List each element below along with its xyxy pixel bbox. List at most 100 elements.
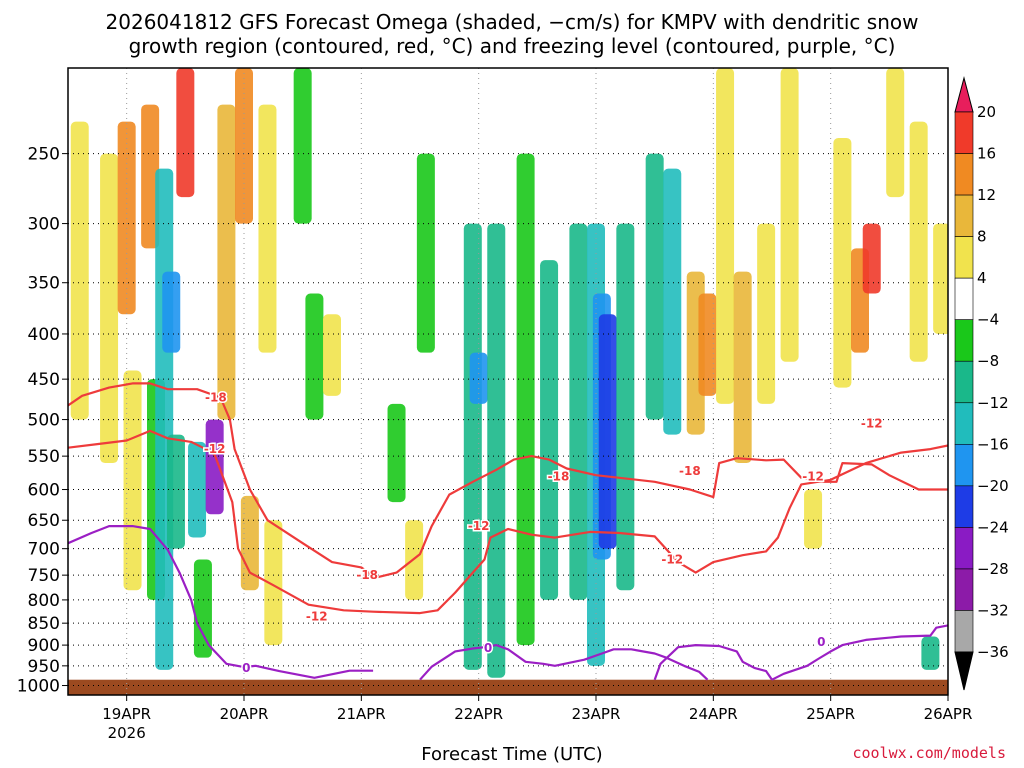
- omega-cell: [921, 636, 940, 670]
- contour-label: -12: [468, 519, 490, 533]
- x-tick-label: 19APR: [102, 705, 151, 723]
- omega-cell: [235, 68, 253, 224]
- y-tick-label: 1000: [17, 677, 60, 697]
- colorbar-segment: [954, 319, 974, 362]
- omega-cell: [293, 68, 312, 224]
- title-line-2: growth region (contoured, red, °C) and f…: [128, 34, 896, 58]
- omega-cell: [100, 153, 119, 464]
- omega-cell: [757, 223, 776, 404]
- omega-cell: [155, 168, 174, 670]
- colorbar-label: −20: [977, 477, 1009, 495]
- y-tick-label: 550: [28, 447, 60, 467]
- contour-label: -12: [204, 442, 226, 456]
- colorbar-label: −32: [977, 601, 1009, 619]
- omega-cell: [569, 223, 588, 600]
- colorbar-segment: [954, 111, 974, 154]
- omega-cell: [188, 441, 207, 538]
- omega-cell: [193, 559, 212, 658]
- x-tick-label: 26APR: [924, 705, 973, 723]
- contour-label: -18: [548, 470, 570, 484]
- y-tick-label: 600: [28, 481, 60, 501]
- omega-cell: [780, 68, 799, 362]
- colorbar-segment: [954, 444, 974, 487]
- omega-cell: [886, 68, 905, 198]
- omega-cell: [162, 271, 181, 353]
- y-tick-label: 400: [28, 325, 60, 345]
- omega-cell: [909, 121, 928, 362]
- contour-label: -12: [802, 470, 824, 484]
- omega-cell: [804, 489, 823, 549]
- y-tick-label: 750: [28, 566, 60, 586]
- contour-lines: -18 -18 -18 -18 -12 -12 -12 -12 -12 -12 0 0 0: [68, 382, 948, 681]
- omega-cell: [258, 104, 277, 353]
- omega-cell: [716, 68, 735, 404]
- contour-label: -12: [306, 609, 328, 623]
- colorbar-label: −4: [977, 311, 999, 329]
- x-tick-label: 22APR: [454, 705, 503, 723]
- omega-cell: [416, 153, 435, 353]
- colorbar-segment: [954, 610, 974, 653]
- colorbar-label: 8: [977, 228, 987, 246]
- title-line-1: 2026041812 GFS Forecast Omega (shaded, −…: [105, 10, 919, 34]
- omega-cell: [205, 419, 224, 515]
- contour-label: -12: [661, 552, 683, 566]
- x-tick-label: 23APR: [572, 705, 621, 723]
- contour-dgz-minus18: [68, 382, 948, 579]
- omega-cell: [616, 223, 635, 591]
- contour-freezing-0a: [68, 525, 374, 679]
- colorbar-label: −8: [977, 352, 999, 370]
- credit-text: coolwx.com/models: [852, 744, 1006, 762]
- plot-frame: [67, 67, 949, 696]
- x-axis-title: Forecast Time (UTC): [421, 744, 603, 765]
- y-tick-label: 700: [28, 540, 60, 560]
- contour-label: 0: [484, 641, 492, 655]
- omega-cell: [117, 121, 136, 315]
- grid-lines: [68, 68, 949, 695]
- omega-cell: [598, 314, 617, 549]
- x-tick-label: 21APR: [337, 705, 386, 723]
- omega-cell: [663, 168, 682, 435]
- contour-label: -18: [356, 568, 378, 582]
- colorbar-label: 20: [977, 103, 996, 121]
- colorbar-label: −24: [977, 518, 1009, 536]
- y-tick-label: 800: [28, 591, 60, 611]
- colorbar-top-arrow: [954, 76, 974, 113]
- y-tick-label: 500: [28, 411, 60, 431]
- omega-cell: [264, 520, 283, 646]
- y-axis-labels: 2503003504004505005506006507007508008509…: [17, 145, 68, 697]
- y-tick-label: 850: [28, 614, 60, 634]
- colorbar-segment: [954, 277, 974, 320]
- colorbar-segment: [954, 360, 974, 404]
- omega-cell: [323, 314, 341, 396]
- y-tick-label: 950: [28, 657, 60, 677]
- colorbar: 20 16 12 8 4 −4 −8 −12 −16 −20 −24 −28 −32 −36: [954, 76, 1009, 691]
- contour-label: 0: [817, 635, 825, 649]
- contour-label: 0: [242, 661, 250, 675]
- colorbar-segment: [954, 568, 974, 611]
- omega-field: [70, 68, 948, 678]
- contour-dgz-minus12: [68, 429, 948, 615]
- contour-label: -18: [679, 464, 701, 478]
- contour-label: -12: [861, 416, 883, 430]
- x-tick-label: 24APR: [689, 705, 738, 723]
- omega-cell: [698, 293, 717, 396]
- y-tick-label: 250: [28, 145, 60, 165]
- colorbar-segment: [954, 236, 974, 279]
- omega-cell: [516, 153, 535, 646]
- omega-cell: [933, 223, 948, 334]
- omega-cell: [305, 293, 324, 420]
- omega-cell: [70, 121, 89, 420]
- omega-cell: [540, 260, 559, 600]
- colorbar-label: −36: [977, 643, 1009, 661]
- omega-cell: [463, 223, 482, 670]
- colorbar-segment: [954, 402, 974, 445]
- omega-cell: [240, 495, 259, 591]
- omega-cell: [733, 271, 752, 464]
- omega-cell: [217, 104, 236, 420]
- contour-freezing-0c: [653, 644, 773, 681]
- colorbar-bottom-arrow: [954, 651, 974, 691]
- omega-cell: [123, 370, 142, 591]
- colorbar-label: −28: [977, 560, 1009, 578]
- omega-cell: [487, 223, 506, 678]
